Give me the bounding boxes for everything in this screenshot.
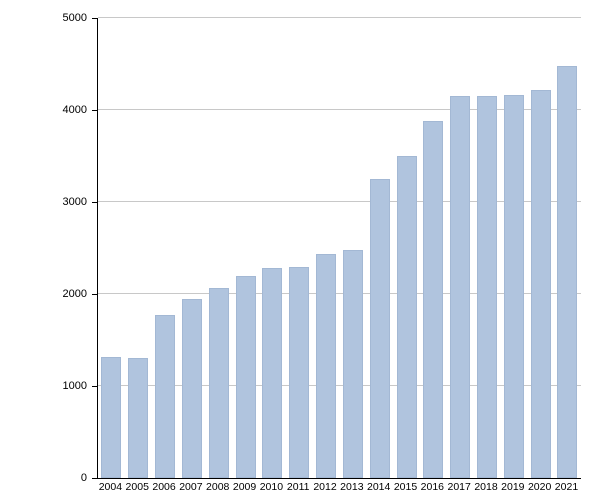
bar bbox=[396, 156, 417, 478]
bar bbox=[181, 298, 202, 478]
x-tick-label: 2020 bbox=[527, 481, 552, 493]
bar bbox=[262, 268, 283, 478]
y-tick-label: 3000 bbox=[62, 196, 87, 208]
y-tick-mark bbox=[92, 294, 97, 295]
x-tick-label: 2015 bbox=[393, 481, 418, 493]
x-tick-label: 2013 bbox=[340, 481, 364, 493]
x-tick-label: 2019 bbox=[501, 481, 525, 493]
gridline bbox=[98, 385, 581, 386]
bar bbox=[503, 95, 524, 478]
gridline bbox=[98, 293, 581, 294]
gridline bbox=[98, 201, 581, 202]
y-tick-label: 0 bbox=[80, 472, 87, 484]
x-tick-label: 2006 bbox=[152, 481, 176, 493]
x-tick-label: 2021 bbox=[554, 481, 579, 493]
gridline bbox=[98, 17, 581, 18]
bar bbox=[101, 356, 122, 478]
bar bbox=[369, 179, 390, 478]
x-tick-label: 2011 bbox=[286, 481, 310, 493]
bar bbox=[450, 96, 471, 478]
x-tick-label: 2012 bbox=[313, 481, 337, 493]
bar bbox=[155, 315, 176, 478]
x-axis: 2004 2005 2006 2007 2008 2009 2010 2011 2012 2013… bbox=[97, 481, 580, 497]
x-tick-label: 2010 bbox=[259, 481, 284, 493]
x-tick-label: 2016 bbox=[420, 481, 445, 493]
x-tick-label: 2017 bbox=[447, 481, 471, 493]
bar bbox=[316, 254, 337, 478]
y-tick-mark bbox=[92, 202, 97, 203]
bars-container bbox=[98, 18, 581, 478]
x-tick-label: 2009 bbox=[232, 481, 257, 493]
y-axis: 0 1000 2000 3000 4000 5000 bbox=[0, 12, 97, 484]
bar bbox=[530, 89, 551, 478]
y-tick-mark bbox=[92, 110, 97, 111]
gridline bbox=[98, 109, 581, 110]
bar bbox=[423, 121, 444, 478]
x-tick-label: 2005 bbox=[125, 481, 149, 493]
bar bbox=[235, 275, 256, 478]
x-tick-label: 2014 bbox=[367, 481, 391, 493]
y-tick-mark bbox=[92, 478, 97, 479]
x-tick-label: 2004 bbox=[98, 481, 123, 493]
bar bbox=[289, 267, 310, 478]
x-tick-label: 2008 bbox=[206, 481, 230, 493]
bar bbox=[342, 249, 363, 478]
y-tick-label: 2000 bbox=[62, 288, 87, 300]
bar bbox=[477, 96, 497, 478]
y-tick-label: 4000 bbox=[62, 104, 87, 116]
y-tick-mark bbox=[92, 386, 97, 387]
bar bbox=[557, 65, 578, 478]
x-tick-label: 2018 bbox=[474, 481, 498, 493]
y-tick-mark bbox=[92, 18, 97, 19]
y-tick-label: 5000 bbox=[62, 12, 87, 24]
bar bbox=[128, 358, 149, 478]
y-tick-label: 1000 bbox=[62, 380, 87, 392]
bar bbox=[208, 287, 229, 478]
x-tick-label: 2007 bbox=[179, 481, 203, 493]
plot-area bbox=[97, 17, 581, 479]
